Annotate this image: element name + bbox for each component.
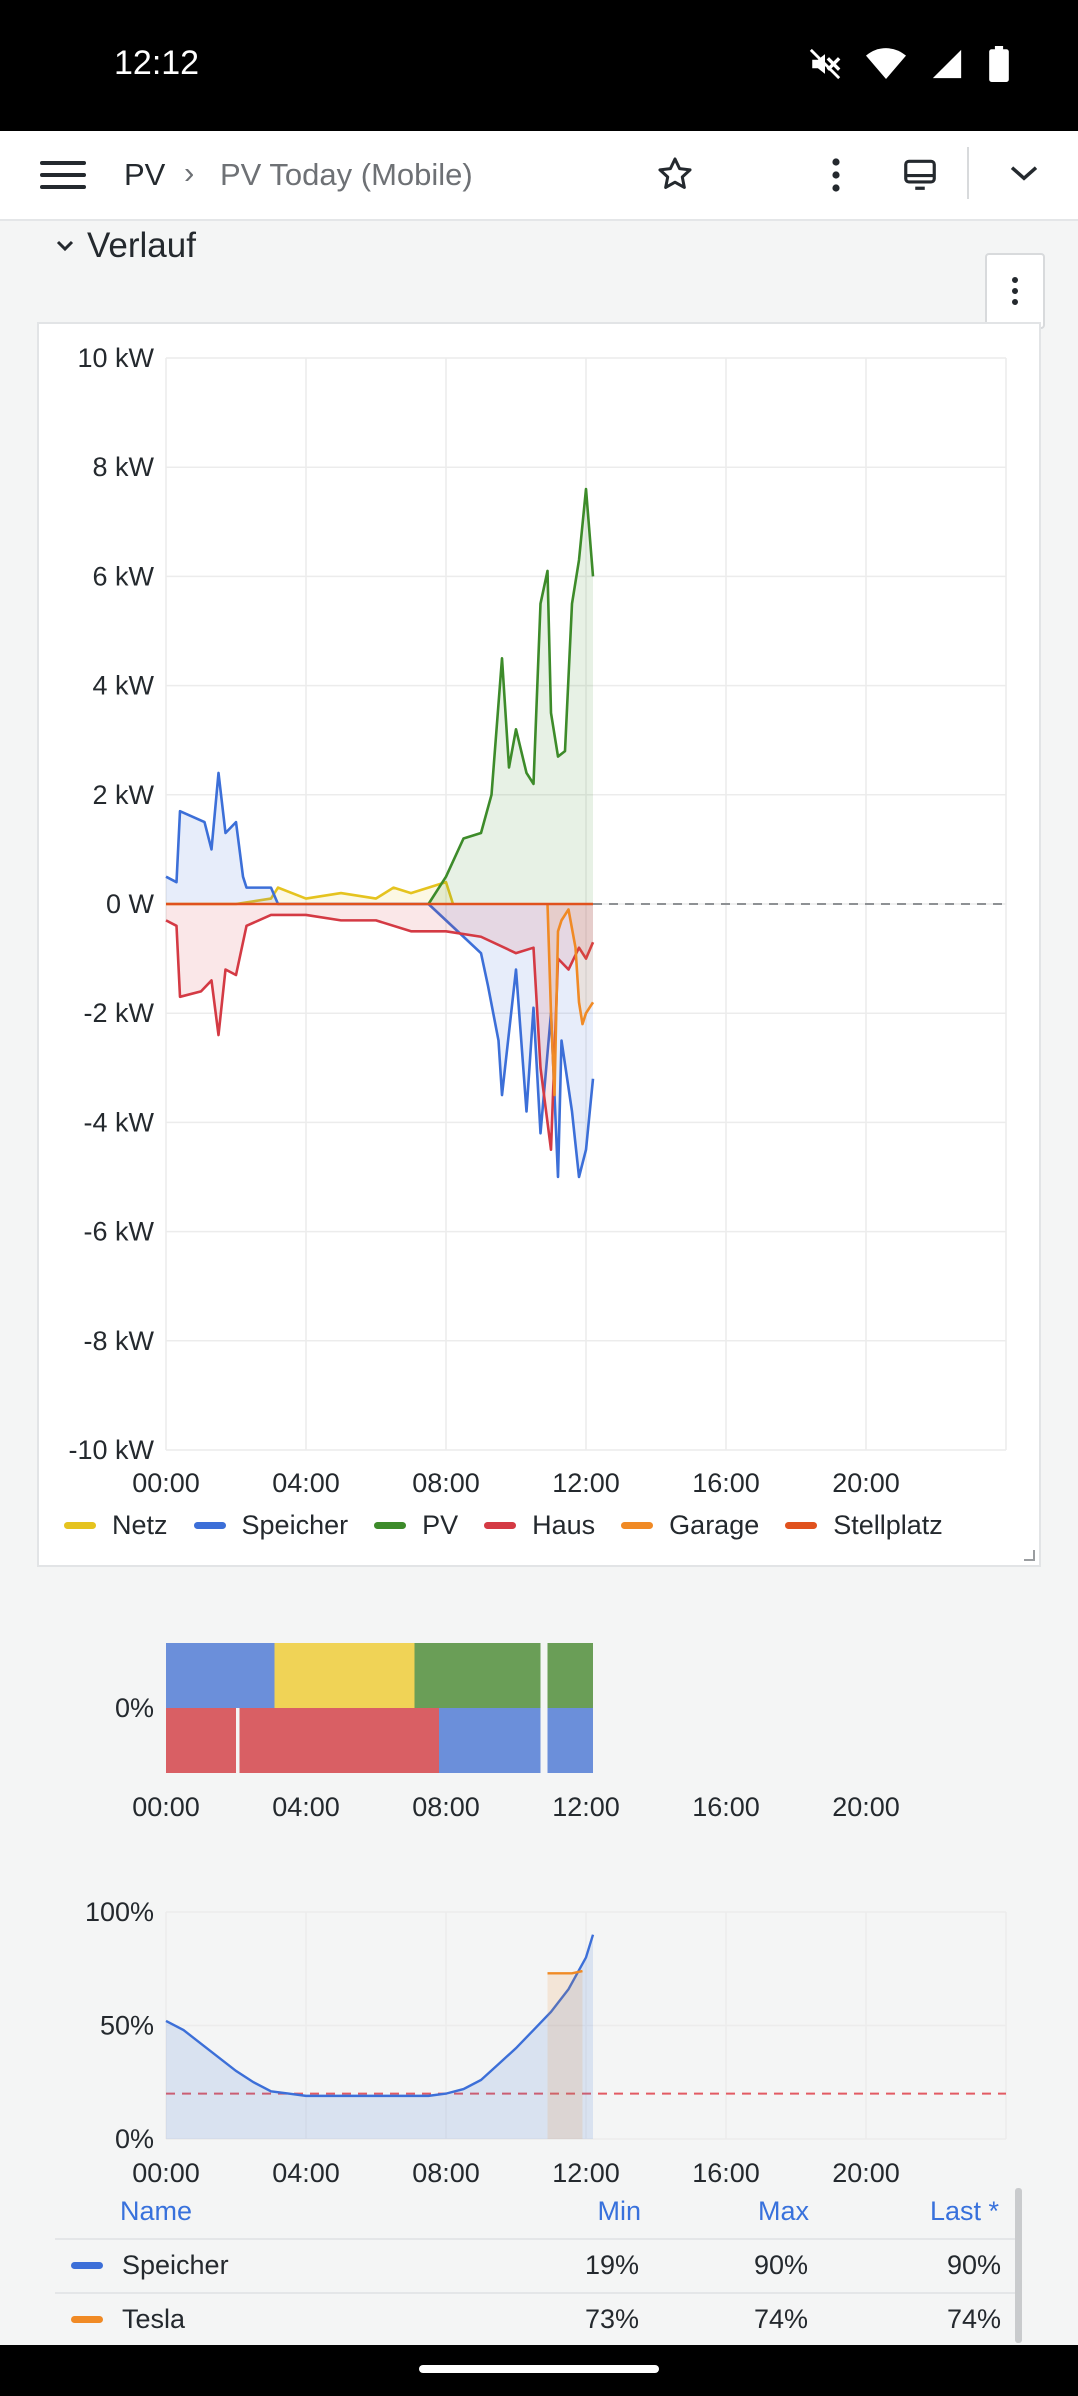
series-area-speicher [166,1934,593,2139]
more-vertical-icon[interactable] [830,157,842,193]
column-header-min[interactable]: Min [597,2196,641,2226]
mix-band-lower [166,1708,236,1773]
more-vertical-icon [1012,277,1018,305]
table-row[interactable]: Tesla 73% 74% 74% [55,2292,1021,2346]
legend-swatch [64,1522,96,1529]
series-last: 74% [946,2304,1001,2334]
legend-item-haus[interactable]: Haus [484,1510,595,1541]
legend-label: PV [422,1510,459,1540]
series-swatch [71,2316,103,2323]
x-tick-label: 08:00 [412,2158,480,2188]
y-tick-label: 50% [100,2011,154,2041]
legend-item-netz[interactable]: Netz [64,1510,168,1541]
x-tick-label: 12:00 [552,1792,620,1822]
row-title: Verlauf [87,226,196,265]
mix-band-upper [414,1643,541,1708]
series-min: 19% [584,2250,639,2280]
tv-mode-icon[interactable] [900,155,940,193]
legend-swatch [484,1522,517,1529]
column-header-last[interactable]: Last * [929,2196,999,2226]
series-line-speicher [165,1934,595,2098]
legend-swatch [374,1522,407,1529]
power-panel [37,322,1041,1567]
row-header[interactable]: Verlauf [55,226,196,266]
dashboard-toolbar: PV › PV Today (Mobile) [0,131,1078,221]
home-gesture-pill[interactable] [419,2365,659,2373]
table-scrollbar[interactable] [1015,2188,1022,2343]
panel-resize-handle[interactable] [1021,1547,1035,1561]
panel-menu-button[interactable] [985,253,1045,329]
mute-icon [809,48,841,80]
legend-label: Speicher [241,1510,349,1540]
x-tick-label: 08:00 [412,1792,480,1822]
column-header-name[interactable]: Name [120,2196,193,2226]
y-tick-label: 0% [115,1693,154,1723]
legend-label: Stellplatz [833,1510,943,1540]
table-header: Name Min Max Last * [55,2188,1021,2238]
legend-item-garage[interactable]: Garage [621,1510,759,1541]
x-tick-label: 00:00 [132,1792,200,1822]
legend-item-speicher[interactable]: Speicher [193,1510,349,1541]
toolbar-divider [967,147,969,199]
series-name: Tesla [122,2304,186,2334]
legend-swatch [621,1522,654,1529]
legend-swatch [193,1522,226,1529]
series-swatch [71,2262,103,2269]
mix-band-lower [547,1708,593,1773]
soc-chart: 100% 50% 0% 00:00 04:00 08:00 12:00 16:00 20:00 [85,1897,1007,2188]
x-tick-label: 16:00 [692,1792,760,1822]
chevron-down-icon[interactable] [1008,161,1040,185]
signal-icon [932,49,962,79]
series-line-tesla [547,1969,583,1975]
breadcrumb-dashboard[interactable]: PV Today (Mobile) [220,157,473,192]
series-name: Speicher [122,2250,229,2280]
legend-swatch [785,1522,818,1529]
y-tick-label: 0% [115,2124,154,2154]
star-icon[interactable] [656,155,694,193]
mix-band-lower [439,1708,541,1773]
legend-label: Netz [112,1510,168,1540]
mix-band-upper [274,1643,415,1708]
wifi-icon [866,48,906,79]
mix-band-upper [547,1643,593,1708]
series-last: 90% [946,2250,1001,2280]
system-navigation-bar [0,2345,1078,2396]
chevron-down-icon [56,240,74,252]
x-tick-label: 12:00 [552,2158,620,2188]
status-time: 12:12 [114,44,200,82]
legend-item-pv[interactable]: PV [374,1510,458,1541]
y-tick-label: 100% [85,1897,154,1927]
series-max: 90% [753,2250,808,2280]
breadcrumb-folder[interactable]: PV [124,157,166,192]
breadcrumb-separator: › [184,155,195,190]
status-icons [808,46,1010,82]
series-max: 74% [753,2304,808,2334]
series-area-tesla [547,1971,583,2139]
chart-legend: Netz Speicher PV Haus Garage Stellplatz [64,1510,943,1541]
x-tick-label: 20:00 [832,2158,900,2188]
menu-icon[interactable] [40,159,86,191]
x-tick-label: 04:00 [272,1792,340,1822]
legend-label: Garage [669,1510,760,1540]
x-tick-label: 20:00 [832,1792,900,1822]
mix-chart: 0% 00:00 04:00 08:00 12:00 16:00 20:00 [115,1643,900,1822]
x-tick-label: 00:00 [132,2158,200,2188]
mix-band-upper [166,1643,275,1708]
battery-icon [989,46,1009,82]
status-bar: 12:12 [0,0,1078,131]
series-min: 73% [584,2304,639,2334]
legend-table: Name Min Max Last * Speicher 19% 90% 90%… [55,2188,1021,2346]
legend-item-stellplatz[interactable]: Stellplatz [785,1510,943,1541]
x-tick-label: 16:00 [692,2158,760,2188]
legend-label: Haus [532,1510,596,1540]
table-row[interactable]: Speicher 19% 90% 90% [55,2238,1021,2292]
column-header-max[interactable]: Max [757,2196,809,2226]
x-tick-label: 04:00 [272,2158,340,2188]
mix-band-lower [239,1708,439,1773]
